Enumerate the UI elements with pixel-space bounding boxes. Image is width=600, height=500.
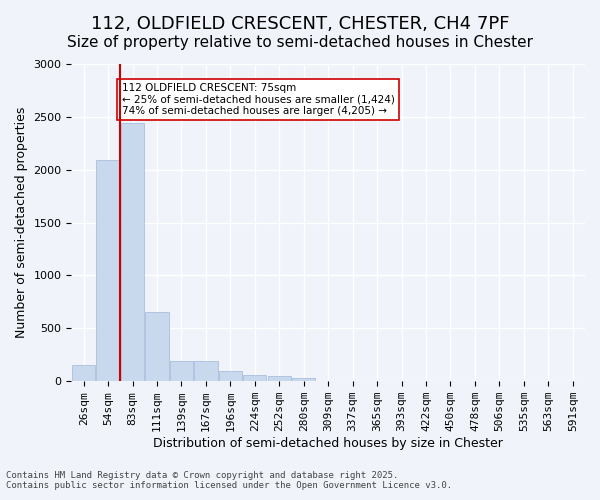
Bar [72,365,95,381]
Text: 112, OLDFIELD CRESCENT, CHESTER, CH4 7PF: 112, OLDFIELD CRESCENT, CHESTER, CH4 7PF [91,15,509,33]
Bar [145,312,169,381]
Bar [121,123,144,381]
Bar [219,370,242,381]
Text: 112 OLDFIELD CRESCENT: 75sqm
← 25% of semi-detached houses are smaller (1,424)
7: 112 OLDFIELD CRESCENT: 75sqm ← 25% of se… [122,83,394,116]
Text: Size of property relative to semi-detached houses in Chester: Size of property relative to semi-detach… [67,35,533,50]
Bar [292,378,316,381]
Text: Contains HM Land Registry data © Crown copyright and database right 2025.
Contai: Contains HM Land Registry data © Crown c… [6,470,452,490]
Bar [243,376,266,381]
Bar [194,360,218,381]
X-axis label: Distribution of semi-detached houses by size in Chester: Distribution of semi-detached houses by … [153,437,503,450]
Bar [170,360,193,381]
Bar [97,160,120,381]
Y-axis label: Number of semi-detached properties: Number of semi-detached properties [15,107,28,338]
Bar [268,376,291,381]
